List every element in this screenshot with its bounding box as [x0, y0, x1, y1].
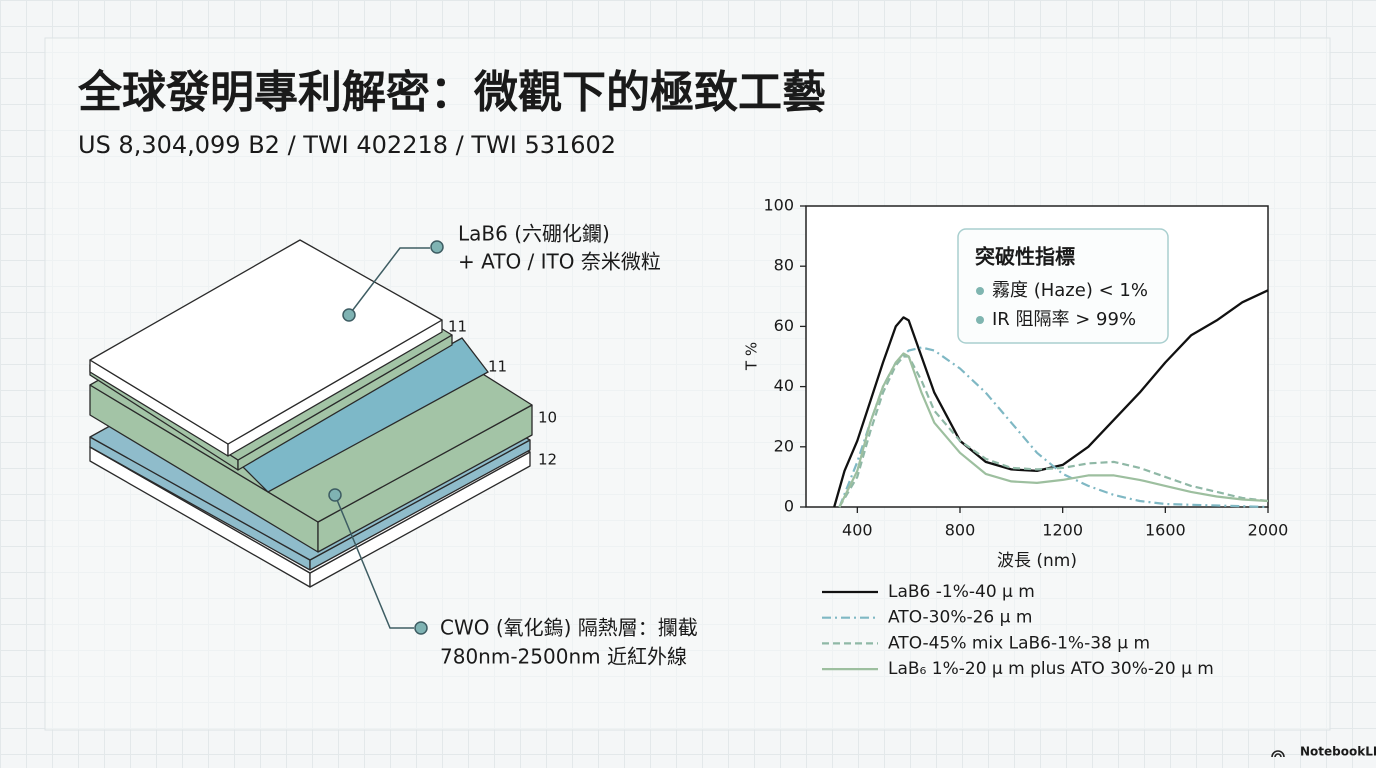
- series-line: [838, 355, 1269, 508]
- chart: 0 20 40 60 80 100 400 800 1200 1600 2000 波長 (nm) T %…: [743, 196, 1289, 680]
- layer-label: 12: [538, 451, 557, 469]
- legend-label: ATO-45% mix LaB6-1%-38 μ m: [888, 633, 1150, 653]
- legend-label: ATO-30%-26 μ m: [888, 608, 1032, 628]
- callout-title: 突破性指標: [975, 245, 1075, 269]
- callout-item: IR 阻隔率 > 99%: [992, 309, 1136, 330]
- label: 780nm-2500nm 近紅外線: [440, 645, 687, 669]
- callout-dots: [328, 240, 444, 635]
- layer-label: 11: [448, 318, 467, 336]
- layer-top: [89, 239, 443, 445]
- layer-diagram: [89, 239, 533, 588]
- title: 全球發明專利解密：微觀下的極致工藝: [77, 67, 826, 118]
- series-line: [833, 289, 1269, 508]
- layer-label: 11: [488, 358, 507, 376]
- callout-item: 霧度 (Haze) < 1%: [992, 280, 1148, 301]
- x-tick-label: 1200: [1042, 521, 1083, 540]
- subtitle: US 8,304,099 B2 / TWI 402218 / TWI 53160…: [78, 131, 616, 159]
- bullet: [976, 287, 984, 295]
- y-axis-label: T %: [743, 342, 761, 371]
- x-tick-label: 800: [945, 521, 976, 540]
- y-tick-label: 0: [784, 497, 794, 516]
- label: + ATO / ITO 奈米微粒: [458, 250, 661, 274]
- callout-box: [957, 228, 1169, 344]
- brand: NotebookLM: [1300, 745, 1376, 759]
- label: CWO (氧化鎢) 隔熱層：攔截: [440, 616, 698, 640]
- x-axis-label: 波長 (nm): [997, 551, 1077, 571]
- x-tick-label: 1600: [1145, 521, 1186, 540]
- brand-icon: [1271, 750, 1285, 758]
- series-line: [838, 352, 1269, 508]
- legend-label: LaB₆ 1%-20 μ m plus ATO 30%-20 μ m: [888, 659, 1214, 679]
- callout-lines: [334, 247, 430, 629]
- y-tick-label: 80: [774, 256, 794, 275]
- label: LaB6 (六硼化鑭): [458, 222, 610, 246]
- layer-label: 10: [538, 409, 557, 427]
- legend-label: LaB6 -1%-40 μ m: [888, 582, 1035, 602]
- y-tick-label: 40: [774, 376, 794, 395]
- x-tick-label: 400: [842, 521, 873, 540]
- y-tick-label: 60: [774, 316, 794, 335]
- bullet: [976, 316, 984, 324]
- y-tick-label: 20: [774, 436, 794, 455]
- x-tick-label: 2000: [1248, 521, 1289, 540]
- y-tick-label: 100: [763, 196, 794, 215]
